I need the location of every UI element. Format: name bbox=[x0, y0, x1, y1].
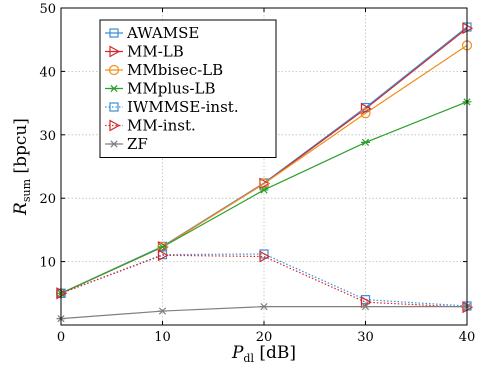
legend-label: MMplus-LB bbox=[127, 80, 216, 98]
data-point bbox=[259, 186, 269, 194]
y-tick-label: 10 bbox=[39, 256, 56, 271]
x-tick-label: 30 bbox=[357, 330, 374, 345]
data-point bbox=[109, 140, 119, 148]
data-point bbox=[361, 303, 370, 311]
data-point bbox=[109, 119, 121, 132]
data-point bbox=[108, 64, 120, 76]
x-axis-label: Pdl [dB] bbox=[231, 343, 296, 365]
data-point bbox=[258, 178, 270, 189]
legend-label: MM-LB bbox=[127, 43, 184, 61]
data-point bbox=[109, 84, 119, 93]
data-point bbox=[259, 303, 269, 311]
data-point bbox=[109, 102, 119, 112]
data-point bbox=[360, 108, 371, 119]
y-tick-label: 50 bbox=[39, 2, 56, 17]
data-point bbox=[109, 45, 121, 58]
y-axis-label: Rsum [bpcu] bbox=[11, 118, 33, 216]
data-point bbox=[259, 250, 271, 263]
legend-label: AWAMSE bbox=[126, 24, 199, 42]
data-point bbox=[360, 296, 372, 309]
legend-label: ZF bbox=[127, 135, 148, 153]
x-tick-label: 10 bbox=[154, 330, 171, 345]
data-point bbox=[361, 138, 370, 147]
data-point bbox=[157, 249, 169, 262]
x-tick-label: 40 bbox=[459, 330, 476, 345]
y-tick-label: 40 bbox=[39, 65, 56, 80]
data-point bbox=[158, 307, 167, 315]
data-point bbox=[158, 243, 167, 251]
legend-label: MM-inst. bbox=[127, 117, 196, 135]
legend-label: IWMMSE-inst. bbox=[127, 98, 239, 116]
legend-label: MMbisec-LB bbox=[127, 61, 223, 79]
data-point bbox=[360, 102, 372, 115]
legend-box bbox=[99, 19, 277, 158]
data-point bbox=[109, 28, 119, 38]
ticks: 0 10 20 30 40 10 20 30 40 50 bbox=[39, 2, 475, 345]
y-tick-label: 30 bbox=[39, 129, 56, 144]
y-tick-label: 20 bbox=[39, 192, 56, 207]
x-tick-label: 20 bbox=[256, 330, 273, 345]
legend: AWAMSEMM-LBMMbisec-LBMMplus-LBIWMMSE-ins… bbox=[99, 19, 277, 158]
x-tick-label: 0 bbox=[57, 330, 65, 345]
